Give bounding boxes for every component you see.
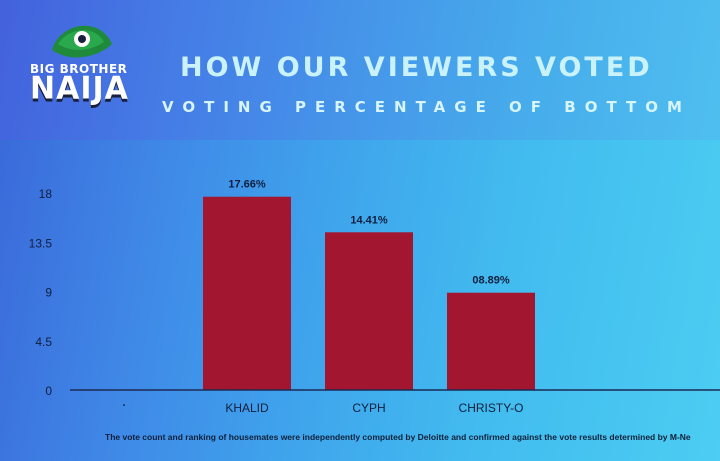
y-tick-label: 4.5 [35, 335, 52, 349]
bars [203, 196, 535, 390]
data-label-khalid: 17.66% [228, 179, 266, 191]
y-axis: 0 4.5 9 13.5 18 [29, 187, 53, 398]
y-tick-label: 9 [45, 286, 52, 300]
x-tick-label-khalid: KHALID [225, 401, 269, 415]
y-tick-label: 18 [39, 187, 53, 201]
logo-word: NAIJA [30, 70, 129, 107]
eye-emblem-icon [52, 25, 112, 58]
data-label-christy-o: 08.89% [472, 275, 510, 287]
y-tick-label: 0 [45, 384, 52, 398]
header-band [0, 0, 720, 140]
data-label-cyph: 14.41% [350, 214, 388, 226]
data-labels: 17.66% 14.41% 08.89% [228, 179, 510, 287]
x-tick-label-cyph: CYPH [352, 401, 385, 415]
x-tick-label-christy-o: CHRISTY-O [459, 401, 524, 415]
footnote: The vote count and ranking of housemates… [105, 432, 691, 442]
logo-title: BIG BROTHER [30, 62, 128, 76]
big-brother-logo [52, 25, 112, 58]
subheadline: VOTING PERCENTAGE OF BOTTOM [162, 98, 691, 116]
y-tick-label: 13.5 [29, 236, 53, 250]
x-origin-label: · [122, 398, 126, 414]
bar-khalid [203, 196, 291, 390]
bar-christy-o [447, 292, 535, 390]
x-labels: KHALID CYPH CHRISTY-O [225, 401, 523, 415]
bar-cyph [325, 232, 413, 390]
headline: HOW OUR VIEWERS VOTED [180, 52, 653, 83]
